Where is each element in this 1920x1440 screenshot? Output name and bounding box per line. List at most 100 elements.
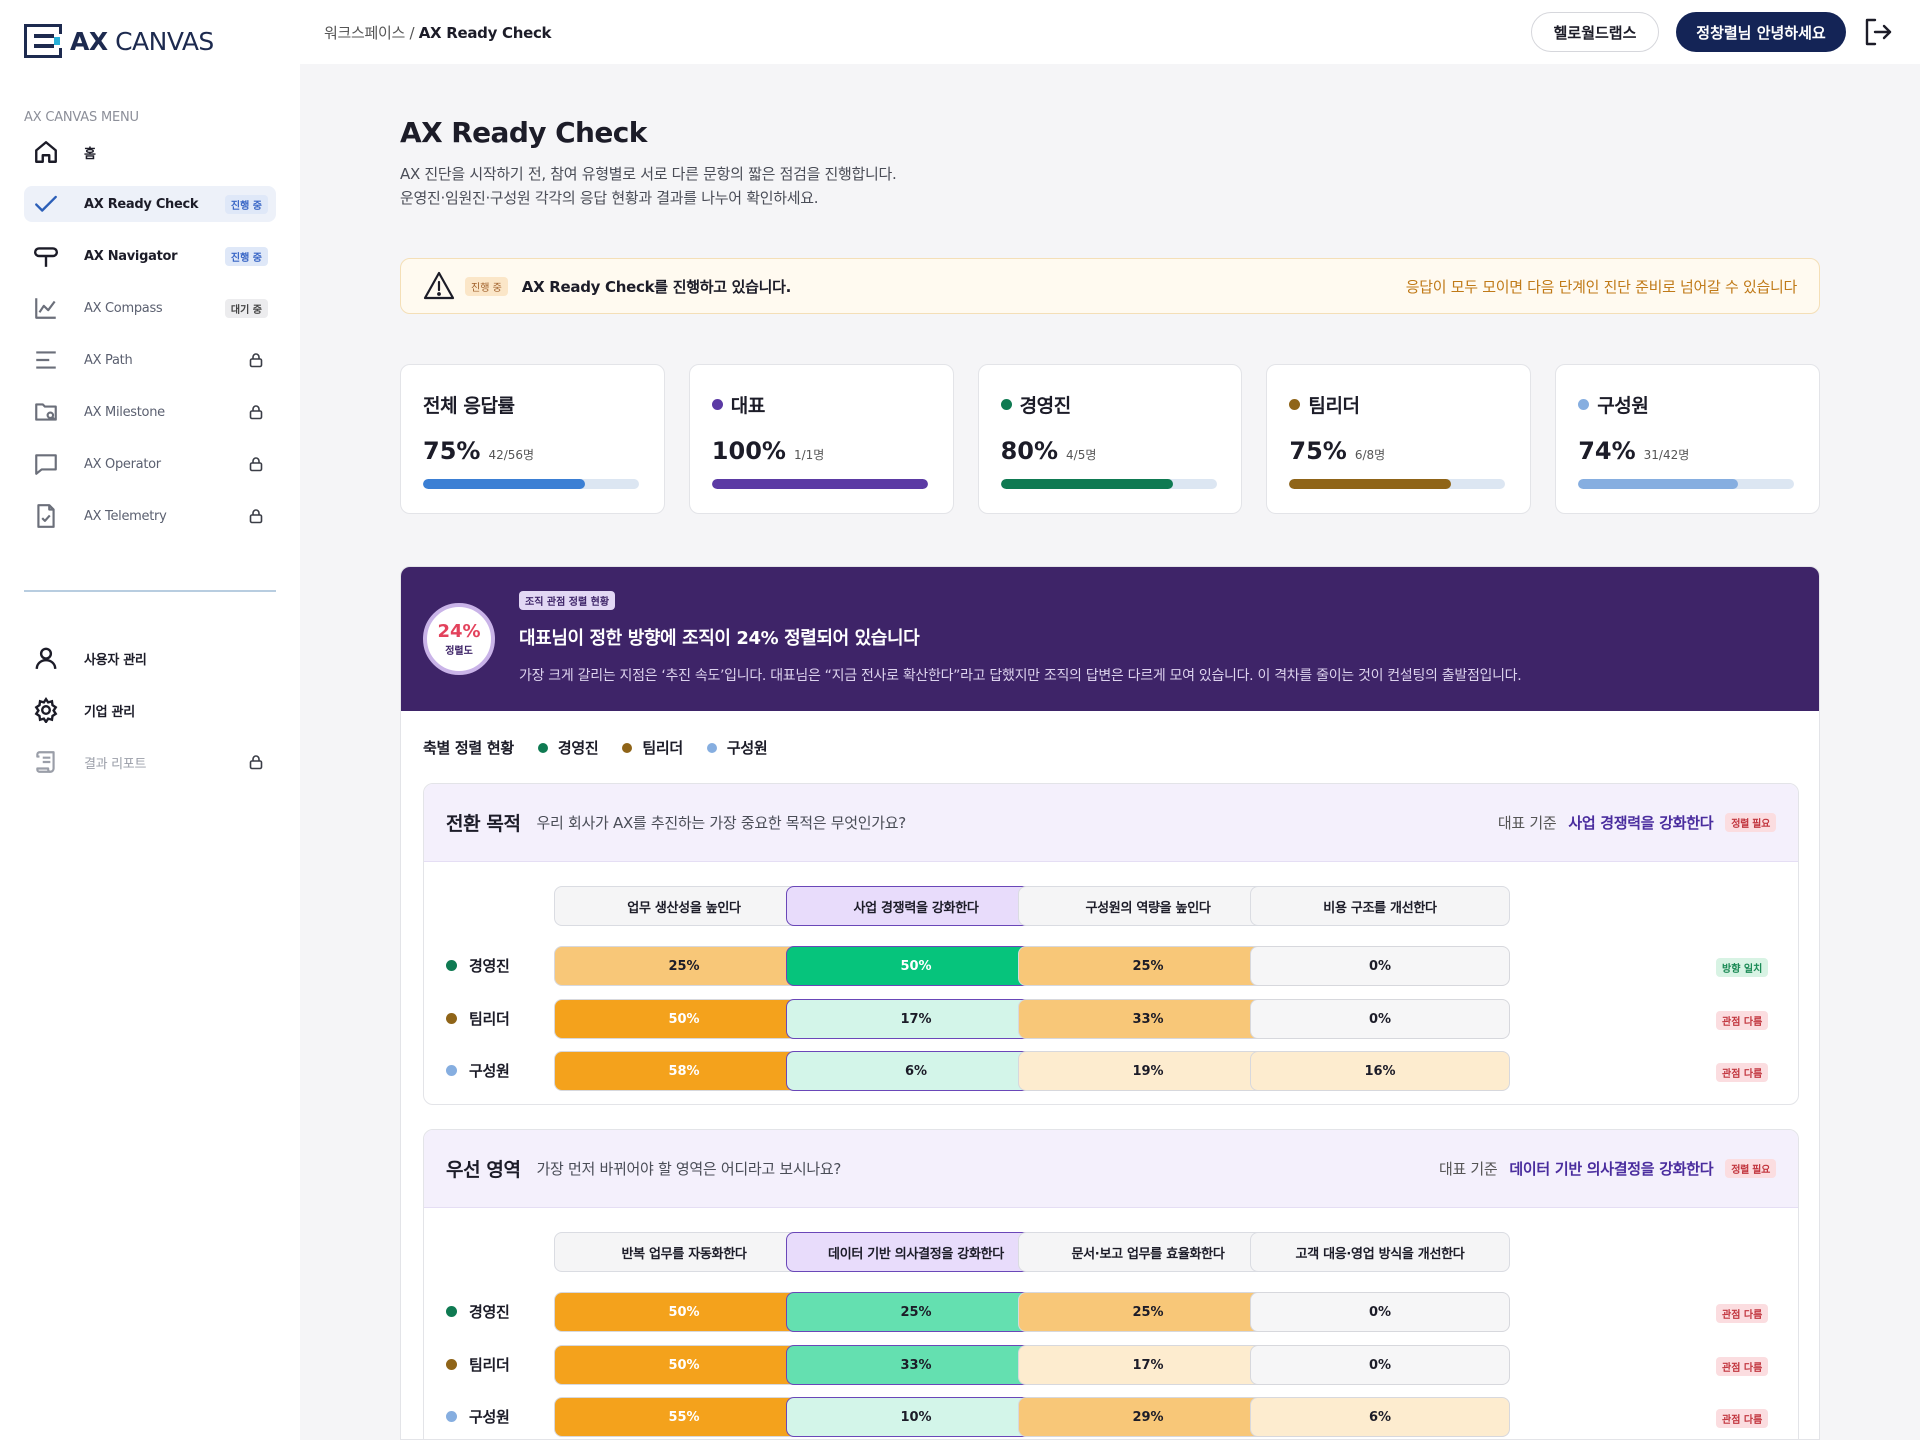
sidebar-item-path[interactable]: AX Path [24,342,276,378]
lock-icon [249,405,263,420]
sidebar-item-milestone[interactable]: AX Milestone [24,394,276,430]
main-content: 워크스페이스 / AX Ready Check 헬로월드랩스 정창렬님 안녕하세… [300,0,1920,1440]
stat-progress-bar [1578,479,1795,489]
question-title: 우선 영역 [446,1159,521,1181]
sidebar-item-label: AX Operator [84,456,161,472]
alignment-caption: 정렬도 [445,645,473,657]
answer-cell: 6% [786,1051,1046,1091]
answer-option-header: 데이터 기반 의사결정을 강화한다 [786,1232,1046,1272]
home-icon [32,138,60,166]
sidebar-item-company-management[interactable]: 기업 관리 [24,692,276,728]
sidebar-item-result-report[interactable]: 결과 리포트 [24,744,276,780]
breadcrumb-current: AX Ready Check [418,24,552,42]
answer-cell: 16% [1250,1051,1510,1091]
stat-progress-bar [1289,479,1506,489]
check-icon [32,190,60,218]
question-header: 전환 목적 우리 회사가 AX를 추진하는 가장 중요한 목적은 무엇인가요? 대표… [424,784,1798,862]
ceo-answer-label: 대표 기준 [1438,1160,1498,1178]
answer-option-header: 비용 구조를 개선한다 [1250,886,1510,926]
alignment-ring: 24% 정렬도 [423,603,495,675]
chart-line-icon [32,294,60,322]
legend-dot [706,742,717,753]
stat-title: 팀리더 [1289,391,1360,418]
logo[interactable]: AX CANVAS [24,24,214,58]
sidebar-item-label: AX Compass [84,300,163,316]
legend-dot [446,1306,457,1317]
stat-count: 1/1명 [793,448,825,462]
stat-title: 전체 응답률 [423,395,515,417]
answer-cell: 19% [1018,1051,1278,1091]
status-badge: 진행 중 [224,246,268,266]
group-label: 구성원 [446,1406,510,1427]
legend-dot [446,1411,457,1422]
stat-card-ceo: 대표 100% 1/1명 [688,364,954,514]
logout-icon[interactable] [1862,16,1894,48]
status-badge: 진행 중 [224,194,268,214]
folder-search-icon [32,398,60,426]
answer-cell: 25% [1018,1292,1278,1332]
answer-cell: 25% [1018,946,1278,986]
status-badge: 대기 중 [224,298,268,318]
legend-dot [1289,399,1301,410]
answer-cell: 6% [1250,1397,1510,1437]
sidebar-item-user-management[interactable]: 사용자 관리 [24,640,276,676]
answer-cell: 25% [554,946,814,986]
sidebar-item-label: 기업 관리 [84,704,135,720]
legend-item: 경영진 [537,737,599,758]
alignment-status-badge: 관점 다름 [1716,1409,1769,1428]
breadcrumb-parent[interactable]: 워크스페이스 / [324,24,419,42]
stat-title: 구성원 [1578,391,1649,418]
user-greeting-button[interactable]: 정창렬님 안녕하세요 [1676,12,1846,52]
logo-text: AX CANVAS [70,26,214,56]
status-badge: 정렬 필요 [1725,1159,1776,1178]
sidebar-item-operator[interactable]: AX Operator [24,446,276,482]
stat-card-total: 전체 응답률 75% 42/56명 [400,364,665,514]
stat-count: 4/5명 [1066,448,1097,462]
lock-icon [249,457,263,472]
file-check-icon [32,502,60,530]
answer-cell: 50% [554,999,814,1039]
org-button[interactable]: 헬로월드랩스 [1531,12,1659,52]
legend-dot [446,960,457,971]
stat-count: 31/42명 [1643,448,1690,462]
menu-caption: AX CANVAS MENU [24,110,139,125]
progress-alert: 진행 중 AX Ready Check를 진행하고 있습니다. 응답이 모두 모… [400,258,1820,314]
sidebar-item-home[interactable]: 홈 [24,134,276,170]
sidebar-item-label: AX Ready Check [84,196,199,212]
answer-option-header: 사업 경쟁력을 강화한다 [786,886,1046,926]
question-text: 우리 회사가 AX를 추진하는 가장 중요한 목적은 무엇인가요? [536,814,907,832]
ceo-answer: 대표 기준 데이터 기반 의사결정을 강화한다 정렬 필요 [1439,1158,1776,1179]
answer-cell: 50% [786,946,1046,986]
question-header: 우선 영역 가장 먼저 바뀌어야 할 영역은 어디라고 보시나요? 대표 기준 데이터… [424,1130,1798,1208]
legend-dot [1000,399,1012,410]
admin-menu: 사용자 관리 기업 관리 결과 리포트 [24,640,276,796]
sidebar-item-ready-check[interactable]: AX Ready Check 진행 중 [24,186,276,222]
group-label: 경영진 [446,1301,510,1322]
legend-dot [446,1359,457,1370]
stat-value: 74% 31/42명 [1578,437,1690,465]
answer-cell: 10% [786,1397,1046,1437]
sidebar-item-label: AX Path [84,352,133,368]
sidebar-item-label: AX Navigator [84,248,178,264]
stat-count: 6/8명 [1354,448,1386,462]
sidebar-item-telemetry[interactable]: AX Telemetry [24,498,276,534]
signpost-icon [32,242,60,270]
alignment-headline: 대표님이 정한 방향에 조직이 24% 정렬되어 있습니다 [519,628,920,649]
stat-progress-fill [1000,479,1174,489]
group-label: 팀리더 [446,1008,510,1029]
lock-icon [249,755,263,770]
ceo-answer-value: 데이터 기반 의사결정을 강화한다 [1509,1160,1714,1178]
answer-option-header: 문서·보고 업무를 효율화한다 [1018,1232,1278,1272]
answer-cell: 0% [1250,999,1510,1039]
page-description: AX 진단을 시작하기 전, 참여 유형별로 서로 다른 문항의 짧은 점검을 … [400,162,897,210]
sidebar-item-compass[interactable]: AX Compass 대기 중 [24,290,276,326]
stat-progress-fill [1578,479,1739,489]
logo-mark-icon [24,24,62,58]
stat-progress-fill [423,479,585,489]
alignment-status-badge: 관점 다름 [1716,1304,1769,1323]
page-description-line: AX 진단을 시작하기 전, 참여 유형별로 서로 다른 문항의 짧은 점검을 … [400,165,897,183]
scroll-icon [32,748,60,776]
sidebar-item-navigator[interactable]: AX Navigator 진행 중 [24,238,276,274]
legend-dot [537,742,548,753]
stat-card-members: 구성원 74% 31/42명 [1555,364,1820,514]
